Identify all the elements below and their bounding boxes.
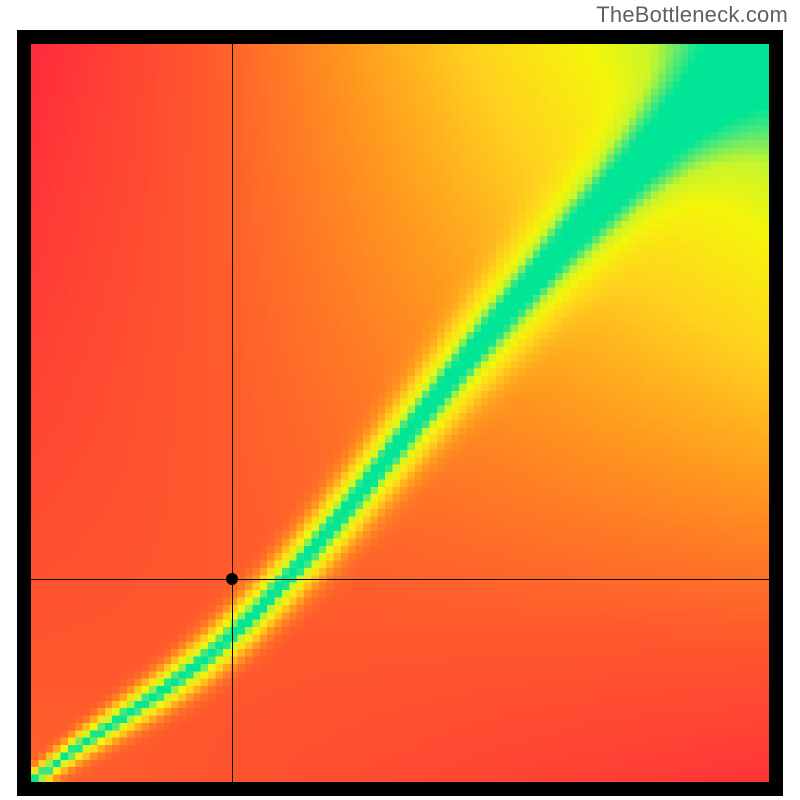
crosshair-horizontal (31, 579, 769, 580)
attribution-text: TheBottleneck.com (596, 2, 788, 28)
crosshair-marker (226, 573, 238, 585)
viewport: TheBottleneck.com (0, 0, 800, 800)
plot-frame (17, 30, 783, 796)
crosshair-vertical (232, 44, 233, 782)
heatmap-canvas (31, 44, 769, 782)
